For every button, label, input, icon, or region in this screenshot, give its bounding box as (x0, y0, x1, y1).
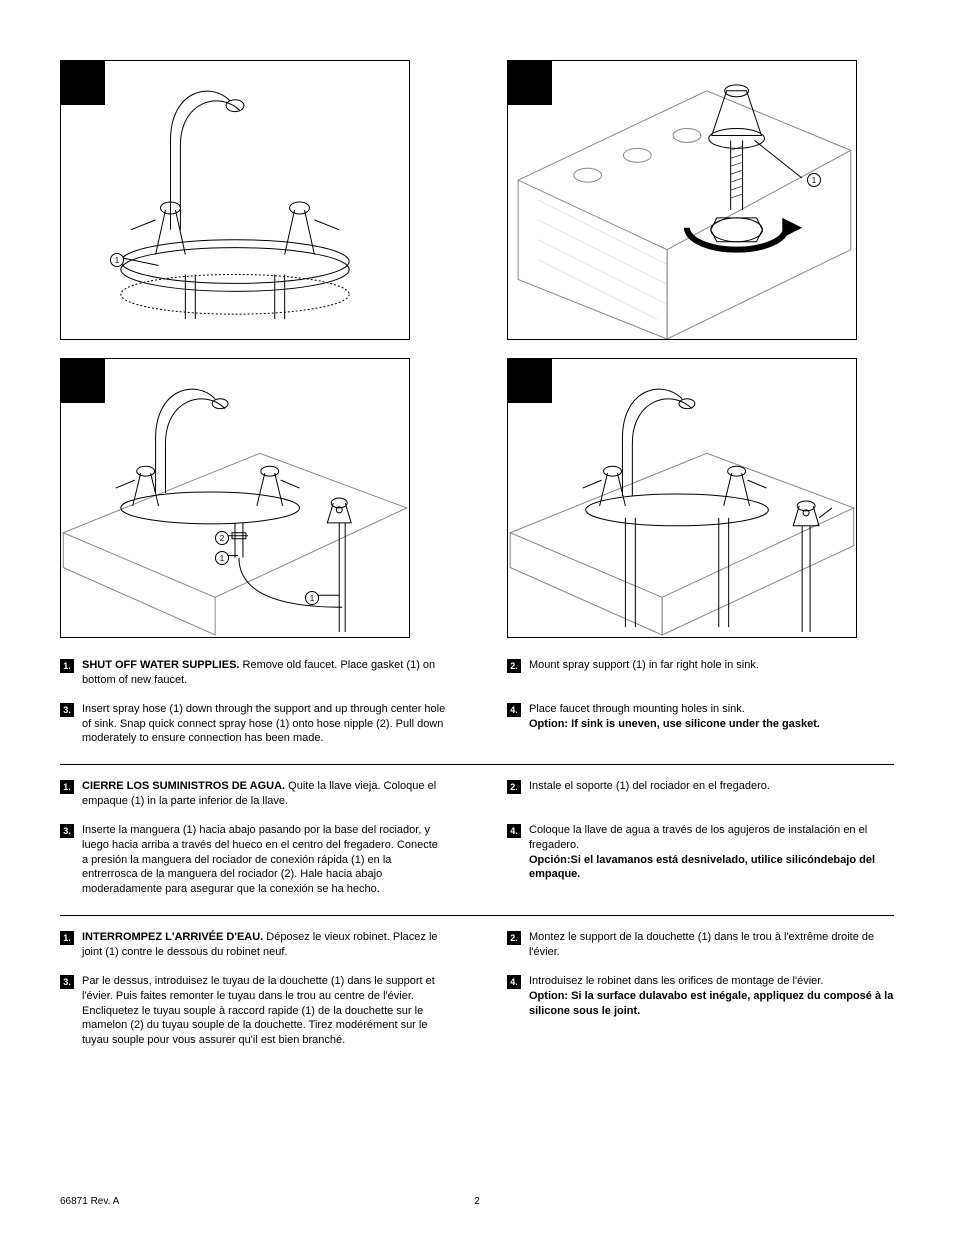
spanish-section: 1. CIERRE LOS SUMINISTROS DE AGUA. Quite… (60, 779, 894, 897)
figure-1-callout-1: 1 (110, 253, 124, 267)
figure-row-2: 2 1 1 (60, 358, 894, 638)
step-badge: 2. (507, 931, 521, 945)
step-text: Par le dessus, introduisez le tuyau de l… (82, 974, 447, 1048)
step-text: Inserte la manguera (1) hacia abajo pasa… (82, 823, 447, 897)
step-badge: 3. (60, 975, 74, 989)
figure-1: 1 (60, 60, 410, 340)
page-footer: 66871 Rev. A 2 (60, 1196, 894, 1207)
french-section: 1. INTERROMPEZ L'ARRIVÉE D'EAU. Déposez … (60, 930, 894, 1048)
fr-step-1: 1. INTERROMPEZ L'ARRIVÉE D'EAU. Déposez … (60, 930, 447, 960)
figure-3-drawing (61, 359, 409, 637)
step-badge: 4. (507, 975, 521, 989)
fr-step-4: 4. Introduisez le robinet dans les orifi… (507, 974, 894, 1048)
step-badge: 3. (60, 824, 74, 838)
step-text: Coloque la llave de agua a través de los… (529, 823, 894, 882)
step-badge: 4. (507, 824, 521, 838)
es-step-2: 2. Instale el soporte (1) del rociador e… (507, 779, 894, 809)
step-text: Instale el soporte (1) del rociador en e… (529, 779, 894, 794)
en-step-1: 1. SHUT OFF WATER SUPPLIES. Remove old f… (60, 658, 447, 688)
step-text: Insert spray hose (1) down through the s… (82, 702, 447, 747)
figure-4-badge (508, 359, 552, 403)
step-text: Montez le support de la douchette (1) da… (529, 930, 894, 960)
figure-3-container: 2 1 1 (60, 358, 447, 638)
en-step-3: 3. Insert spray hose (1) down through th… (60, 702, 447, 747)
figure-3-badge (61, 359, 105, 403)
figure-1-container: 1 (60, 60, 447, 340)
figure-3-callout-1b: 1 (305, 591, 319, 605)
english-section: 1. SHUT OFF WATER SUPPLIES. Remove old f… (60, 658, 894, 746)
step-text: SHUT OFF WATER SUPPLIES. Remove old fauc… (82, 658, 447, 688)
step-text: Mount spray support (1) in far right hol… (529, 658, 894, 673)
es-step-1: 1. CIERRE LOS SUMINISTROS DE AGUA. Quite… (60, 779, 447, 809)
step-badge: 1. (60, 659, 74, 673)
step-badge: 1. (60, 780, 74, 794)
step-text: Introduisez le robinet dans les orifices… (529, 974, 894, 1019)
step-text: Place faucet through mounting holes in s… (529, 702, 894, 732)
figure-row-1: 1 (60, 60, 894, 340)
figure-4 (507, 358, 857, 638)
doc-number: 66871 Rev. A (60, 1196, 119, 1207)
figure-2-badge (508, 61, 552, 105)
figure-1-badge (61, 61, 105, 105)
figure-2: 1 (507, 60, 857, 340)
figure-2-drawing (508, 61, 856, 339)
fr-step-2: 2. Montez le support de la douchette (1)… (507, 930, 894, 960)
figure-4-container (507, 358, 894, 638)
step-badge: 1. (60, 931, 74, 945)
figure-3: 2 1 1 (60, 358, 410, 638)
figure-2-callout-1: 1 (807, 173, 821, 187)
separator (60, 764, 894, 765)
step-badge: 3. (60, 703, 74, 717)
en-step-4: 4. Place faucet through mounting holes i… (507, 702, 894, 747)
page-number: 2 (474, 1196, 480, 1207)
separator (60, 915, 894, 916)
es-step-4: 4. Coloque la llave de agua a través de … (507, 823, 894, 897)
es-step-3: 3. Inserte la manguera (1) hacia abajo p… (60, 823, 447, 897)
figure-3-callout-1a: 1 (215, 551, 229, 565)
figure-3-callout-2: 2 (215, 531, 229, 545)
step-text: CIERRE LOS SUMINISTROS DE AGUA. Quite la… (82, 779, 447, 809)
figure-1-drawing (61, 61, 409, 339)
figure-2-container: 1 (507, 60, 894, 340)
step-badge: 2. (507, 659, 521, 673)
step-badge: 4. (507, 703, 521, 717)
fr-step-3: 3. Par le dessus, introduisez le tuyau d… (60, 974, 447, 1048)
step-text: INTERROMPEZ L'ARRIVÉE D'EAU. Déposez le … (82, 930, 447, 960)
step-badge: 2. (507, 780, 521, 794)
figure-4-drawing (508, 359, 856, 637)
en-step-2: 2. Mount spray support (1) in far right … (507, 658, 894, 688)
